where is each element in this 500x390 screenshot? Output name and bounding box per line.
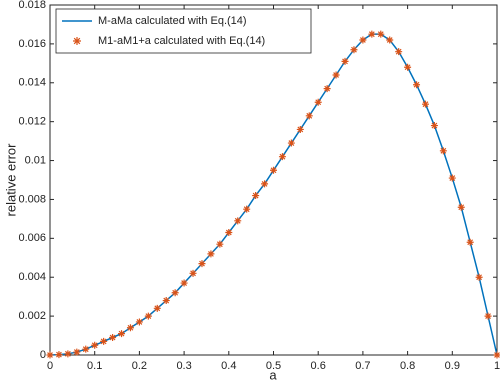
marker [288,140,295,147]
marker [190,270,197,277]
marker [172,289,179,296]
marker [467,239,474,246]
y-axis-label: relative error [3,143,18,217]
marker [154,305,161,312]
marker [234,217,241,224]
y-tick-label: 0.004 [18,271,46,283]
marker [413,81,420,88]
y-tick-label: 0.014 [18,77,46,89]
marker [333,72,340,79]
plot-frame [50,5,497,355]
legend-label: M-aMa calculated with Eq.(14) [98,15,247,27]
legend-label: M1-aM1+a calculated with Eq.(14) [98,35,265,47]
marker [145,313,152,320]
marker [324,85,331,92]
marker [243,206,250,213]
marker [216,241,223,248]
marker [279,153,286,160]
x-tick-label: 1 [494,360,500,372]
marker [422,101,429,108]
x-tick-label: 0.1 [87,360,102,372]
x-tick-label: 0.9 [445,360,460,372]
marker [55,351,62,358]
marker [386,37,393,44]
x-tick-label: 0.7 [355,360,370,372]
marker [350,46,357,53]
x-tick-label: 0.3 [176,360,191,372]
marker [163,297,170,304]
marker [118,330,125,337]
x-tick-label: 0.8 [400,360,415,372]
marker [306,112,313,119]
marker [494,352,500,359]
marker [127,324,134,331]
y-tick-label: 0.006 [18,232,46,244]
marker [359,37,366,44]
y-tick-label: 0.008 [18,193,46,205]
x-tick-label: 0 [47,360,53,372]
y-tick-label: 0.002 [18,310,46,322]
marker [73,349,80,356]
marker [404,64,411,71]
marker [136,318,143,325]
y-tick-label: 0.012 [18,116,46,128]
x-tick-label: 0.6 [311,360,326,372]
marker [440,147,447,154]
marker [198,260,205,267]
marker [395,48,402,55]
marker [252,192,259,199]
x-tick-label: 0.5 [266,360,281,372]
x-tick-label: 0.4 [221,360,236,372]
y-tick-label: 0.018 [18,0,46,11]
marker [485,313,492,320]
marker [64,350,71,357]
marker [476,274,483,281]
marker [82,346,89,353]
marker [47,352,54,359]
marker [368,31,375,38]
marker [225,229,232,236]
marker [91,342,98,349]
marker [377,31,384,38]
marker [342,58,349,65]
marker [458,204,465,211]
marker [297,126,304,133]
y-tick-label: 0.01 [25,154,46,166]
marker [449,175,456,182]
legend-swatch [73,37,81,45]
marker [109,334,116,341]
marker [207,250,214,257]
marker [181,280,188,287]
marker [270,167,277,174]
marker [261,180,268,187]
y-tick-label: 0.016 [18,38,46,50]
marker [431,122,438,129]
marker [100,338,107,345]
marker [315,99,322,106]
y-tick-label: 0 [40,349,46,361]
x-tick-label: 0.2 [132,360,147,372]
line [50,34,497,355]
